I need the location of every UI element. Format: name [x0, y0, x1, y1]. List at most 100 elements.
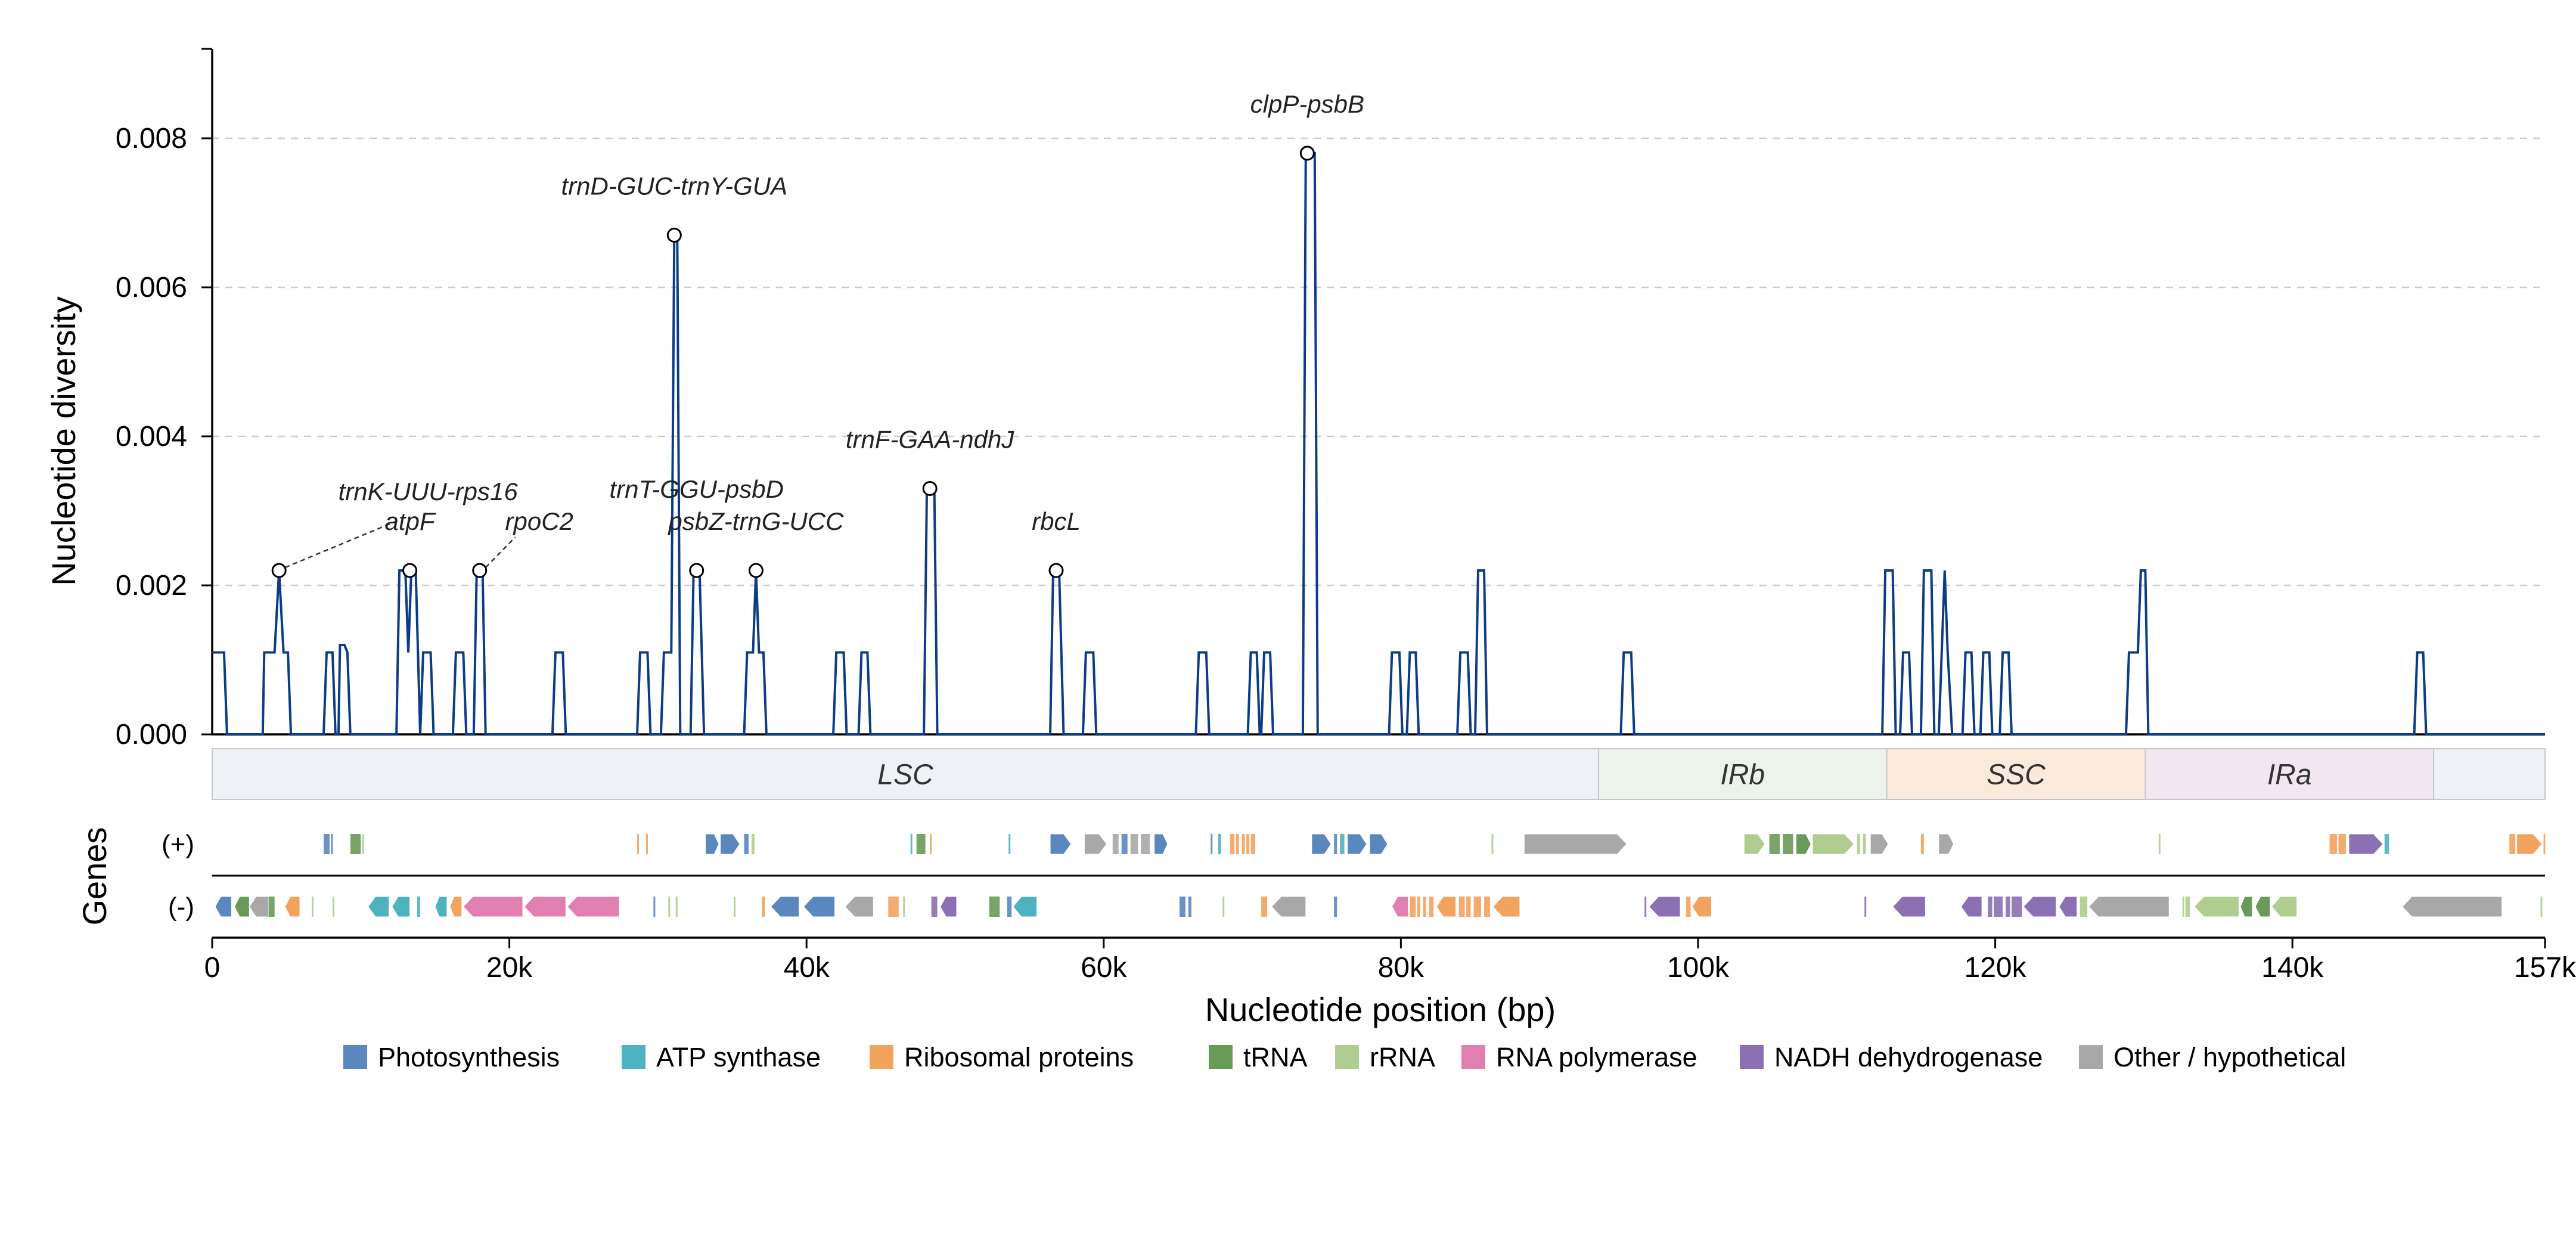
- gene-plus: [1050, 833, 1072, 855]
- peak-label: atpF: [385, 507, 436, 535]
- gene-minus: [1988, 897, 1992, 917]
- strand-plus-label: (+): [162, 830, 194, 859]
- gene-minus: [463, 896, 523, 917]
- y-tick-label: 0.004: [116, 421, 187, 452]
- gene-minus: [845, 896, 874, 917]
- gene-plus: [1112, 834, 1119, 854]
- y-tick-label: 0.002: [116, 570, 187, 601]
- x-tick-label: 40k: [784, 952, 830, 984]
- gene-plus: [331, 834, 333, 854]
- x-tick-label: 0: [204, 952, 221, 984]
- gene-plus: [744, 834, 749, 854]
- gene-plus: [1084, 833, 1107, 855]
- peak-label: psbZ-trnG-UCC: [667, 507, 844, 535]
- gene-minus: [1261, 897, 1268, 917]
- gene-minus: [2182, 897, 2184, 917]
- gene-plus: [350, 834, 361, 854]
- peak-label: clpP-psbB: [1250, 90, 1364, 118]
- legend-swatch: [1335, 1045, 1359, 1069]
- gene-plus: [1920, 834, 1924, 854]
- x-tick-label: 120k: [1964, 952, 2027, 984]
- gene-minus: [368, 896, 390, 917]
- gene-minus: [312, 897, 314, 917]
- legend-label: Ribosomal proteins: [904, 1042, 1134, 1072]
- x-tick-label: 20k: [486, 952, 533, 984]
- legend-swatch: [1209, 1045, 1233, 1069]
- peak-label: trnK-UUU-rps16: [339, 477, 519, 505]
- gene-plus: [1857, 834, 1860, 854]
- gene-minus: [417, 897, 421, 917]
- gene-minus: [2185, 897, 2190, 917]
- legend-label: RNA polymerase: [1496, 1042, 1697, 1072]
- gene-minus: [332, 897, 334, 917]
- x-axis-title: Nucleotide position (bp): [1205, 991, 1556, 1028]
- gene-plus: [1334, 834, 1337, 854]
- gene-plus: [930, 834, 932, 854]
- gene-minus: [1473, 897, 1482, 917]
- legend-label: tRNA: [1243, 1042, 1308, 1072]
- gene-plus: [1121, 834, 1128, 854]
- gene-plus: [2384, 834, 2389, 854]
- gene-plus: [2543, 834, 2546, 854]
- gene-minus: [1692, 896, 1712, 917]
- gene-plus: [1796, 833, 1812, 855]
- gene-minus: [2193, 896, 2239, 917]
- gene-minus: [1410, 897, 1416, 917]
- gene-minus: [1179, 897, 1185, 917]
- gene-minus: [1960, 896, 1982, 917]
- gene-minus: [1484, 897, 1490, 917]
- legend-label: NADH dehydrogenase: [1774, 1042, 2043, 1072]
- peak-label: rpoC2: [505, 507, 573, 535]
- gene-minus: [1458, 897, 1465, 917]
- gene-minus: [2059, 896, 2078, 917]
- region-band: [212, 748, 1599, 800]
- peak-marker: [689, 563, 704, 578]
- legend: Photosynthesis ATP synthase Ribosomal prot…: [343, 1042, 2346, 1072]
- gene-plus: [1491, 834, 1494, 854]
- x-tick-label: 60k: [1081, 952, 1127, 984]
- peak-marker: [1048, 563, 1064, 578]
- gene-plus: [2348, 833, 2383, 855]
- gene-minus: [1334, 897, 1337, 917]
- peak-label: rbcL: [1032, 507, 1081, 535]
- gene-minus: [215, 896, 232, 917]
- gene-minus: [434, 896, 448, 917]
- gene-minus: [1429, 897, 1434, 917]
- gene-plus: [751, 834, 755, 854]
- gene-plus: [2516, 833, 2543, 855]
- gene-minus: [653, 897, 656, 917]
- legend-swatch: [343, 1045, 367, 1069]
- y-tick-label: 0.000: [116, 719, 187, 750]
- gene-plus: [1130, 834, 1138, 854]
- gene-plus: [705, 833, 719, 855]
- gene-minus: [1188, 897, 1191, 917]
- x-tick-label: 100k: [1667, 952, 1730, 984]
- gene-plus: [2338, 834, 2346, 854]
- legend-swatch: [1461, 1045, 1485, 1069]
- region-label: LSC: [877, 759, 933, 791]
- gene-minus: [1492, 896, 1520, 917]
- y-tick-label: 0.006: [116, 272, 187, 303]
- gene-minus: [1391, 896, 1409, 917]
- gene-plus: [1218, 834, 1221, 854]
- gene-minus: [931, 897, 938, 917]
- region-band: [1886, 748, 2146, 800]
- gene-minus: [1644, 897, 1647, 917]
- gene-plus: [1743, 833, 1765, 855]
- gene-plus: [1812, 833, 1855, 855]
- legend-label: rRNA: [1370, 1042, 1435, 1072]
- region-label: IRa: [2267, 759, 2312, 791]
- region-label: IRb: [1720, 759, 1765, 791]
- x-tick-label: 80k: [1378, 952, 1424, 984]
- gene-minus: [523, 896, 566, 917]
- x-tick-label: 140k: [2261, 952, 2324, 984]
- gene-minus: [1423, 897, 1426, 917]
- region-label: SSC: [1987, 759, 2046, 791]
- gene-plus: [1523, 833, 1628, 855]
- legend-swatch: [2079, 1045, 2103, 1069]
- peak-marker: [748, 563, 764, 578]
- gene-plus: [637, 834, 639, 854]
- gene-plus: [1311, 833, 1332, 855]
